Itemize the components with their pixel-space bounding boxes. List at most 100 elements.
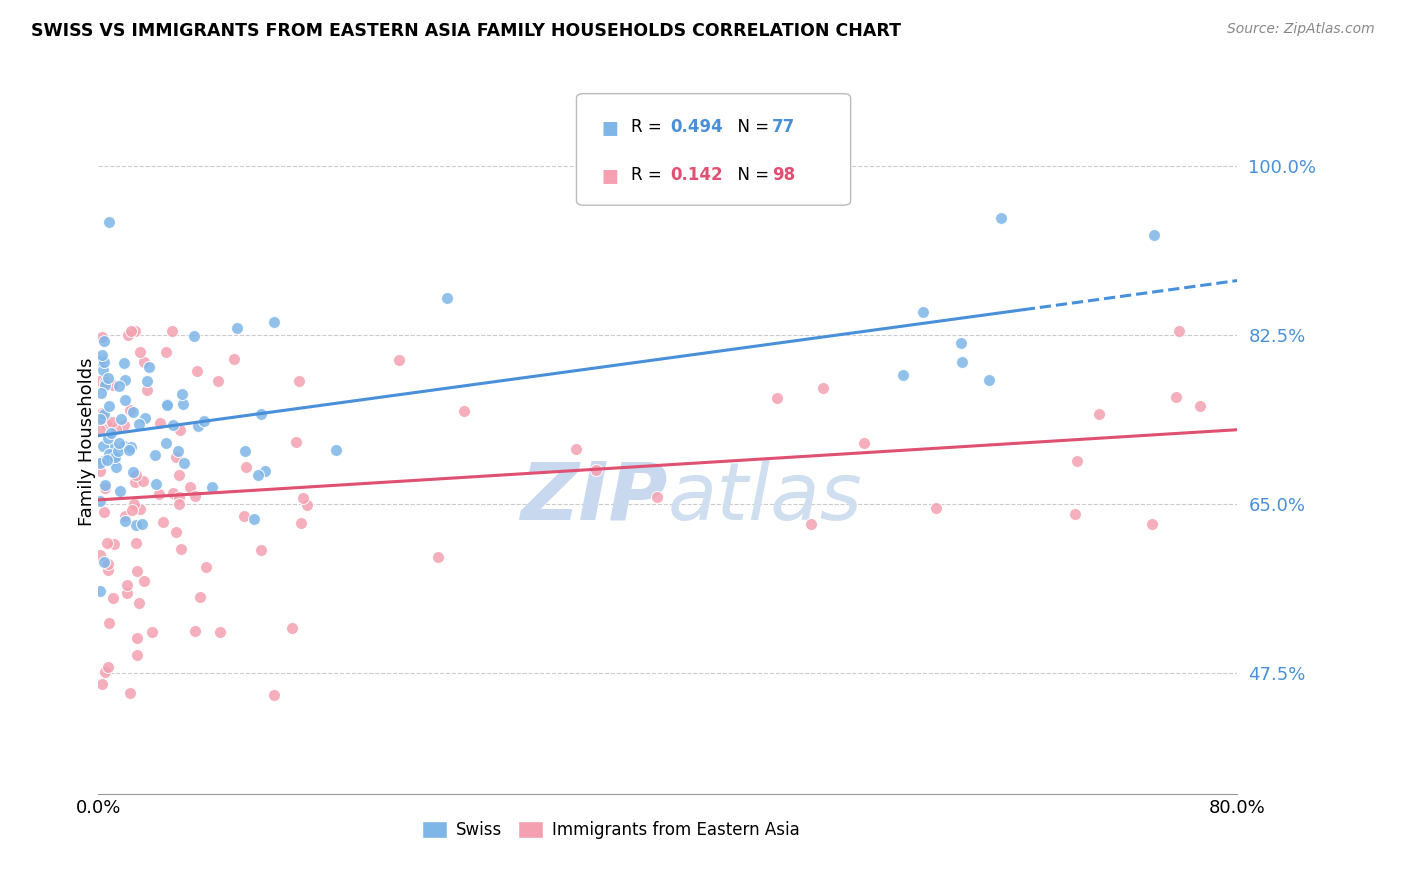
Point bbox=[101, 415, 124, 429]
Point bbox=[89, 374, 111, 388]
Point bbox=[125, 468, 148, 483]
Point bbox=[243, 512, 266, 526]
Point bbox=[134, 574, 156, 588]
Text: N =: N = bbox=[727, 118, 775, 136]
Point bbox=[169, 468, 191, 483]
Point bbox=[97, 447, 120, 461]
Point bbox=[93, 334, 115, 348]
Point bbox=[103, 537, 125, 551]
Text: 0.494: 0.494 bbox=[671, 118, 724, 136]
Point bbox=[156, 398, 179, 412]
Point bbox=[165, 450, 187, 464]
Point bbox=[453, 404, 475, 418]
Point bbox=[290, 516, 312, 530]
Text: R =: R = bbox=[631, 166, 668, 184]
Text: Source: ZipAtlas.com: Source: ZipAtlas.com bbox=[1227, 22, 1375, 37]
Point bbox=[145, 477, 167, 491]
Point bbox=[852, 436, 875, 450]
Point bbox=[134, 355, 156, 369]
Point bbox=[295, 498, 318, 512]
Point bbox=[94, 477, 117, 491]
Text: SWISS VS IMMIGRANTS FROM EASTERN ASIA FAMILY HOUSEHOLDS CORRELATION CHART: SWISS VS IMMIGRANTS FROM EASTERN ASIA FA… bbox=[31, 22, 901, 40]
Point bbox=[647, 491, 669, 505]
Point bbox=[800, 517, 823, 532]
Point bbox=[173, 456, 195, 470]
Point bbox=[912, 305, 935, 319]
Point bbox=[162, 417, 184, 432]
Point bbox=[91, 454, 114, 468]
Point bbox=[1088, 407, 1111, 421]
Point bbox=[172, 397, 194, 411]
Point bbox=[93, 376, 115, 390]
Point bbox=[103, 451, 125, 466]
Point bbox=[121, 503, 143, 517]
Point bbox=[115, 578, 138, 592]
Point bbox=[208, 624, 231, 639]
Point bbox=[89, 549, 111, 563]
Point bbox=[89, 354, 111, 368]
Point bbox=[90, 386, 112, 401]
Point bbox=[222, 352, 245, 367]
Point bbox=[89, 584, 111, 599]
Point bbox=[124, 324, 146, 338]
Point bbox=[136, 383, 159, 397]
Point bbox=[103, 378, 125, 392]
Text: ▪: ▪ bbox=[600, 161, 619, 189]
Point bbox=[201, 480, 224, 494]
Point bbox=[813, 381, 835, 395]
Point bbox=[155, 435, 177, 450]
Point bbox=[949, 335, 972, 350]
Point bbox=[97, 370, 120, 384]
Text: ▪: ▪ bbox=[600, 113, 619, 141]
Point bbox=[131, 516, 153, 531]
Text: 0.142: 0.142 bbox=[671, 166, 723, 184]
Point bbox=[166, 444, 188, 458]
Point bbox=[233, 444, 256, 458]
Point bbox=[132, 474, 155, 488]
Point bbox=[118, 442, 141, 457]
Point bbox=[585, 463, 607, 477]
Point bbox=[193, 414, 215, 428]
Point bbox=[90, 329, 112, 343]
Point bbox=[122, 497, 145, 511]
Point bbox=[110, 412, 132, 426]
Point bbox=[287, 375, 309, 389]
Point bbox=[89, 464, 111, 478]
Point bbox=[172, 386, 194, 401]
Point bbox=[169, 423, 191, 437]
Point bbox=[114, 514, 136, 528]
Point bbox=[101, 591, 124, 605]
Point bbox=[93, 665, 115, 680]
Point bbox=[183, 328, 205, 343]
Point bbox=[94, 377, 117, 392]
Point bbox=[104, 422, 127, 436]
Point bbox=[1066, 454, 1088, 468]
Point bbox=[117, 328, 139, 343]
Point bbox=[1140, 516, 1163, 531]
Point bbox=[149, 416, 172, 430]
Point bbox=[89, 423, 111, 437]
Point bbox=[129, 345, 152, 359]
Point bbox=[114, 508, 136, 523]
Point bbox=[127, 564, 149, 578]
Point bbox=[186, 364, 208, 378]
Point bbox=[281, 621, 304, 635]
Point bbox=[89, 412, 111, 426]
Point bbox=[97, 431, 120, 445]
Point bbox=[120, 402, 142, 417]
Point bbox=[1143, 228, 1166, 243]
Point bbox=[143, 448, 166, 462]
Point bbox=[98, 399, 121, 413]
Legend: Swiss, Immigrants from Eastern Asia: Swiss, Immigrants from Eastern Asia bbox=[416, 814, 806, 846]
Point bbox=[129, 501, 152, 516]
Point bbox=[112, 418, 135, 433]
Point bbox=[91, 406, 114, 420]
Point bbox=[97, 215, 120, 229]
Point bbox=[122, 405, 145, 419]
Point bbox=[97, 563, 120, 577]
Point bbox=[128, 596, 150, 610]
Point bbox=[167, 497, 190, 511]
Point bbox=[235, 460, 257, 475]
Point bbox=[155, 345, 177, 359]
Text: ZIP: ZIP bbox=[520, 458, 668, 537]
